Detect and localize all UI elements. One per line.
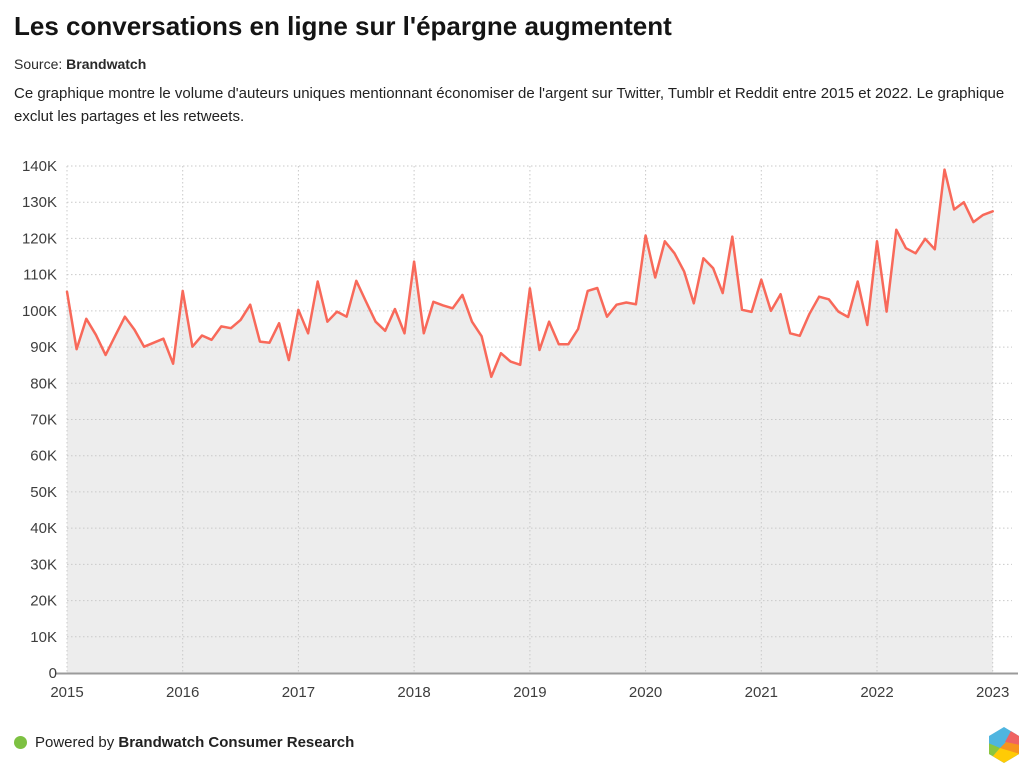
y-axis-tick-label: 40K [30,520,57,537]
x-axis-tick-label: 2017 [282,684,315,701]
brandwatch-hexagon-logo-icon [989,727,1019,763]
y-axis-tick-label: 100K [22,303,57,320]
x-axis-tick-label: 2016 [166,684,199,701]
y-axis-tick-label: 90K [30,339,57,356]
source-label: Source: [14,56,63,72]
y-axis-tick-label: 120K [22,230,57,247]
y-axis-tick-label: 60K [30,448,57,465]
x-axis-tick-label: 2018 [397,684,430,701]
x-axis-tick-label: 2015 [50,684,83,701]
volume-area-fill [67,169,993,673]
x-axis-tick-label: 2023 [976,684,1009,701]
chart-header: Les conversations en ligne sur l'épargne… [14,10,1014,128]
y-axis-tick-label: 20K [30,593,57,610]
y-axis-tick-label: 50K [30,484,57,501]
chart-description: Ce graphique montre le volume d'auteurs … [14,85,1005,125]
volume-line-series [65,168,994,379]
y-axis-tick-label: 0 [49,665,57,682]
powered-by-text: Powered by Brandwatch Consumer Research [35,734,354,751]
y-axis-tick-label: 30K [30,556,57,573]
y-axis-tick-label: 130K [22,194,57,211]
x-axis-tick-label: 2020 [629,684,662,701]
x-axis-tick-label: 2019 [513,684,546,701]
y-axis-tick-label: 140K [22,158,57,175]
source-line: Source: Brandwatch [14,56,1014,72]
chart-footer: Powered by Brandwatch Consumer Research [14,734,354,751]
x-axis-tick-label: 2021 [745,684,778,701]
green-dot-icon [14,736,27,749]
y-axis-tick-label: 70K [30,412,57,429]
y-axis-tick-label: 80K [30,375,57,392]
y-axis-tick-label: 10K [30,629,57,646]
powered-by-label: Powered by [35,734,115,751]
brand-name: Brandwatch Consumer Research [118,734,355,751]
page-title: Les conversations en ligne sur l'épargne… [14,11,672,41]
source-value: Brandwatch [66,56,147,72]
x-axis-tick-label: 2022 [860,684,893,701]
y-axis-tick-label: 110K [23,267,57,284]
